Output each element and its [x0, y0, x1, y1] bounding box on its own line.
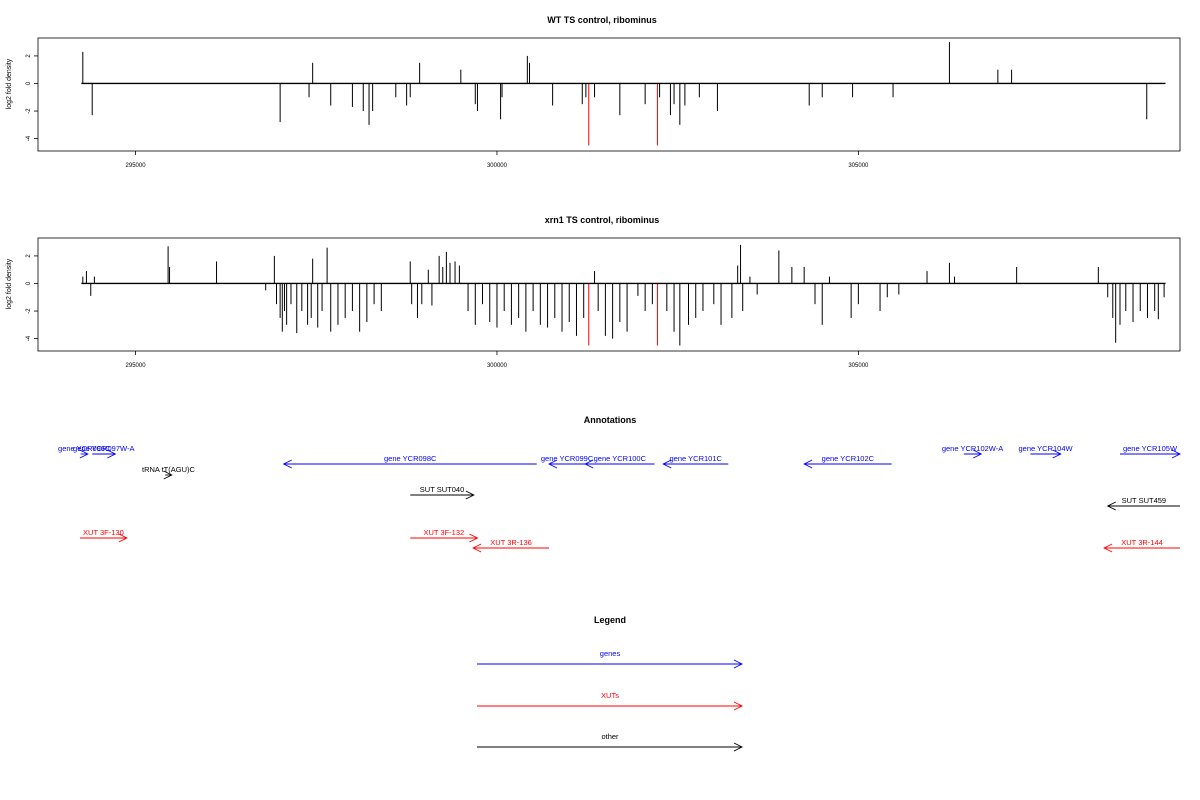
x-tick-label: 305000 — [848, 163, 869, 169]
y-tick-label: -4 — [26, 335, 32, 341]
legend-arrow — [477, 701, 744, 711]
feature-label: gene YCR099C — [541, 454, 594, 463]
feature-arrow — [662, 459, 729, 469]
y-tick-label: -4 — [26, 135, 32, 141]
y-tick-label: 2 — [26, 54, 32, 58]
x-tick-label: 300000 — [487, 363, 508, 369]
feature-label: SUT SUT459 — [1122, 496, 1166, 505]
wt-plot-frame — [37, 37, 1181, 152]
xrn1-density-panel: xrn1 TS control, ribominus log2 fold den… — [6, 215, 1181, 369]
feature-arrow — [92, 449, 117, 459]
y-tick-label: -2 — [26, 308, 32, 314]
feature-label: tRNA tT(AGU)C — [142, 465, 196, 474]
wt-density-panel: WT TS control, ribominus log2 fold densi… — [6, 15, 1181, 169]
legend-title: Legend — [594, 615, 626, 625]
y-tick-label: 2 — [26, 254, 32, 258]
feature-arrow — [1120, 449, 1182, 459]
xrn1-y-axis-label: log2 fold density — [6, 258, 13, 309]
feature-label: gene YCR098C — [384, 454, 437, 463]
feature-label: gene YCR100C — [594, 454, 647, 463]
legend: Legend genes XUTs other — [477, 615, 744, 752]
legend-entry-label: other — [601, 732, 619, 741]
x-tick-label: 295000 — [126, 363, 147, 369]
wt-y-axis-label: log2 fold density — [6, 58, 13, 109]
xrn1-plot-frame — [37, 237, 1181, 352]
legend-arrow — [477, 659, 744, 669]
x-tick-label: 295000 — [126, 163, 147, 169]
feature-arrow — [79, 533, 128, 543]
feature-label: XUT 3F-130 — [83, 528, 124, 537]
feature-label: gene YCR096C — [58, 444, 111, 453]
feature-label: gene YCR102W-A — [942, 444, 1003, 453]
y-tick-label: -2 — [26, 108, 32, 114]
feature-arrow — [410, 533, 479, 543]
annotations-title: Annotations — [584, 415, 637, 425]
feature-arrow — [963, 449, 983, 459]
feature-arrow — [548, 459, 586, 469]
legend-entry-label: genes — [600, 649, 621, 658]
feature-label: gene YCR101C — [670, 454, 723, 463]
legend-arrow — [477, 742, 744, 752]
y-tick-label: 0 — [26, 281, 32, 285]
feature-arrow — [803, 459, 892, 469]
feature-arrow — [1103, 543, 1180, 553]
x-tick-label: 305000 — [848, 363, 869, 369]
y-tick-label: 0 — [26, 81, 32, 85]
feature-label: XUT 3R-144 — [1121, 538, 1163, 547]
feature-arrow — [79, 449, 89, 459]
xrn1-chart-title: xrn1 TS control, ribominus — [545, 215, 660, 225]
feature-label: gene YCR102C — [822, 454, 875, 463]
feature-arrow — [1030, 449, 1062, 459]
feature-label: gene YCR104W — [1019, 444, 1074, 453]
feature-label: gene YCR105W — [1123, 444, 1178, 453]
feature-label: SUT SUT040 — [420, 485, 464, 494]
x-tick-label: 300000 — [487, 163, 508, 169]
feature-arrow — [410, 490, 475, 500]
feature-label: gene YCR097W-A — [73, 444, 134, 453]
feature-label: XUT 3R-136 — [490, 538, 532, 547]
feature-arrow — [584, 459, 655, 469]
feature-arrow — [1106, 501, 1180, 511]
feature-arrow — [282, 459, 537, 469]
feature-label: XUT 3F-132 — [423, 528, 464, 537]
legend-entry-label: XUTs — [601, 691, 619, 700]
feature-arrow — [163, 470, 173, 480]
wt-chart-title: WT TS control, ribominus — [547, 15, 657, 25]
feature-arrow — [472, 543, 550, 553]
